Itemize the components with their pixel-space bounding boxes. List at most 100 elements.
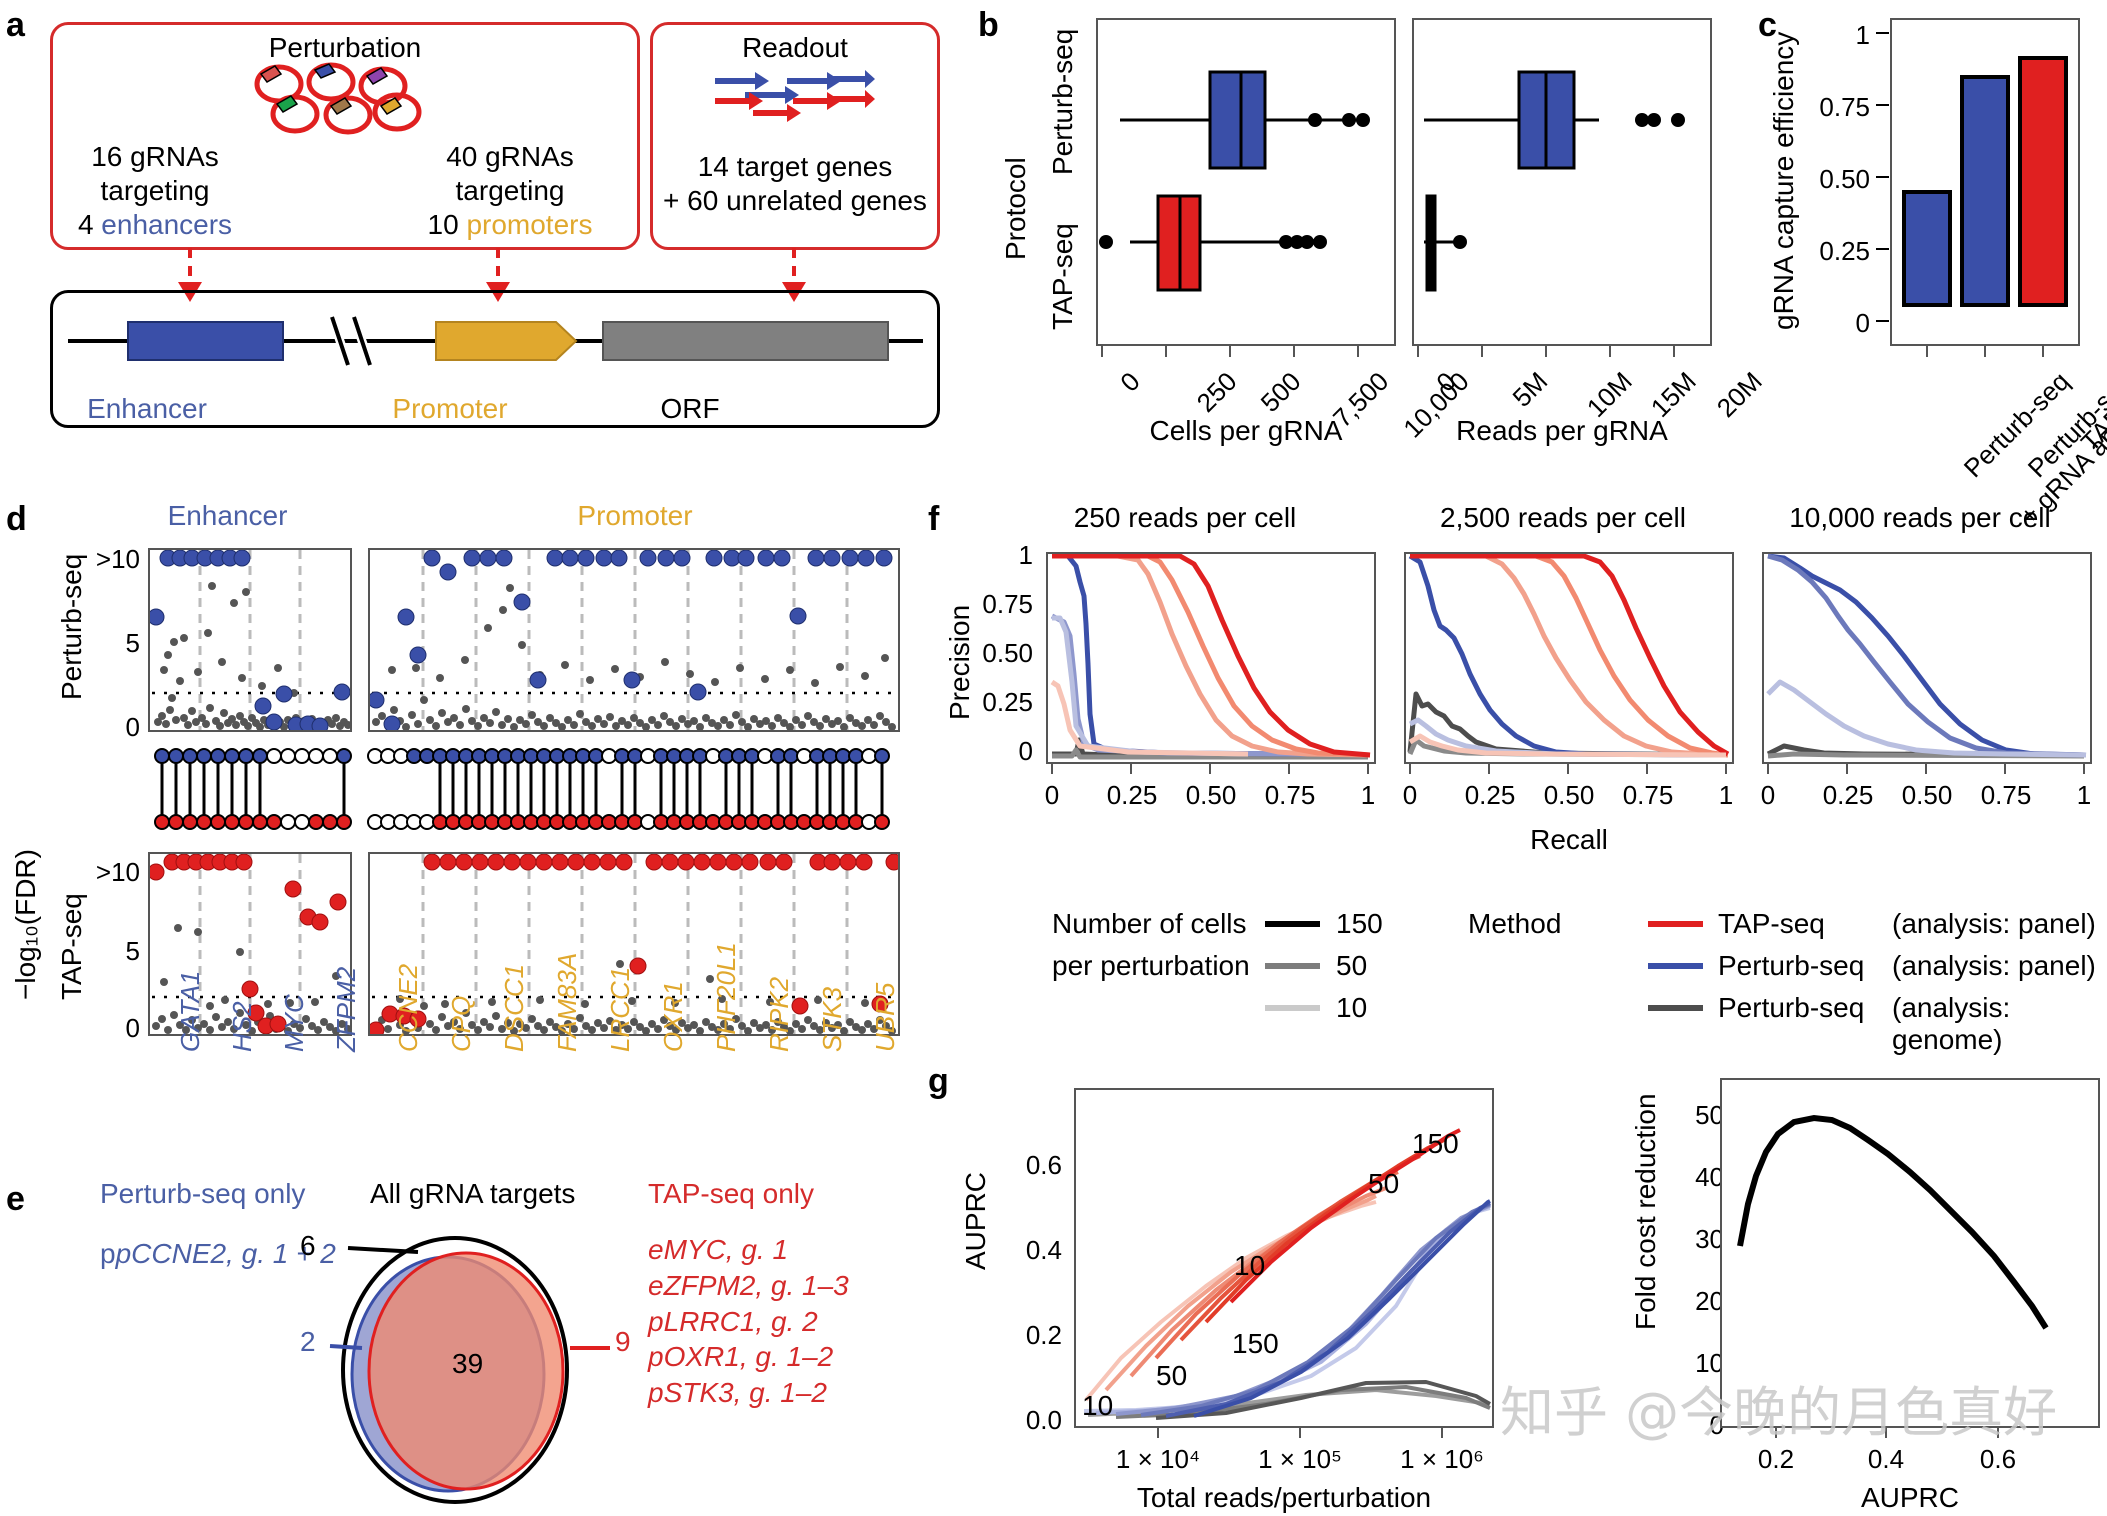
panel-g-left-ytick-04: 0.4 <box>1025 1235 1062 1265</box>
legend-method-name-2: Perturb-seq <box>1718 992 1865 1023</box>
panel-e-center-title: All gRNA targets <box>370 1178 576 1209</box>
locus-label-promoter: Promoter <box>392 393 508 424</box>
panel-g-left-ytick-00: 0.0 <box>1025 1405 1062 1435</box>
panel-g-left-ylabel: AUPRC <box>960 1171 991 1270</box>
right-word-promoters: promoters <box>466 209 593 241</box>
panel-d-gene-gata1: GATA1 <box>175 970 205 1052</box>
panel-d-row1-label: Perturb-seq <box>56 553 87 700</box>
legend-cells-title-line1: Number of cells <box>1052 908 1247 939</box>
panel-e-letter: e <box>6 1180 25 1218</box>
panel-d-ylabel: −log₁₀(FDR) <box>10 849 41 1000</box>
panel-d-gene-stk3: STK3 <box>817 986 847 1052</box>
panel-d-letter: d <box>6 500 27 538</box>
panel-d-gene-ubr5: UBR5 <box>870 982 900 1052</box>
locus-box <box>50 290 940 428</box>
panel-f-title-0: 250 reads per cell <box>1073 502 1297 533</box>
panel-f1-xtick-3: 0.75 <box>1622 780 1674 810</box>
panel-b-letter: b <box>978 6 999 44</box>
panel-f-plot-2 <box>1762 552 2092 764</box>
panel-f-letter: f <box>928 500 940 538</box>
panel-f-ytick-025: 0.25 <box>982 687 1033 717</box>
panel-g-right-plot <box>1720 1078 2100 1428</box>
readout-title: Readout <box>742 32 848 63</box>
panel-g-left-xtick-2: 1 × 10⁶ <box>1400 1444 1484 1474</box>
panel-b-ycat-perturb: Perturb-seq <box>1047 28 1078 175</box>
panel-f2-xtick-0: 0 <box>1760 780 1776 810</box>
perturbation-left-text: 16 gRNAs targeting 4 enhancers <box>60 140 250 242</box>
panel-f-ytick-075: 0.75 <box>982 589 1033 619</box>
panel-c-ytick-3: 0.75 <box>1819 92 1870 122</box>
left-word-enhancers: enhancers <box>101 209 233 241</box>
panel-b-left-plot <box>1096 18 1396 346</box>
panel-b-left-xlabel: Cells per gRNA <box>1149 415 1343 446</box>
panel-d-top-ytick-0: 0 <box>125 712 140 742</box>
panel-a-letter: a <box>6 6 25 44</box>
panel-g-left-plot <box>1074 1088 1494 1428</box>
legend-cells-label-1: 50 <box>1336 950 1368 981</box>
panel-b-right-xaxis <box>1417 346 1675 357</box>
panel-f2-xtick-1: 0.25 <box>1822 780 1874 810</box>
panel-e-right-item-1: eZFPM2, g. 1–3 <box>648 1269 849 1301</box>
legend-cells-swatches <box>1265 921 1320 1011</box>
panel-f0-xtick-3: 0.75 <box>1264 780 1316 810</box>
panel-g-right-xaxis <box>1775 1428 1999 1438</box>
panel-d-gene-ripk2: RIPK2 <box>764 976 794 1052</box>
panel-c-xaxis <box>1926 346 2044 357</box>
panel-e-left-title: Perturb-seq only <box>100 1178 306 1209</box>
panel-d-perturb-enhancer-plot <box>148 548 352 732</box>
panel-c-letter: c <box>1758 6 1777 44</box>
panel-b-right-tick-4: 20M <box>1710 366 1768 423</box>
panel-d-group-promoter: Promoter <box>577 500 693 531</box>
panel-g-right-xtick-1: 0.4 <box>1867 1444 1905 1474</box>
panel-d-row2-label: TAP-seq <box>56 893 87 1000</box>
panel-g-annot-blue-150: 150 <box>1232 1328 1279 1359</box>
panel-f-ytick-050: 0.50 <box>982 638 1033 668</box>
panel-c-ytick-1: 0.25 <box>1819 236 1870 266</box>
panel-d-gene-dscc1: DSCC1 <box>499 963 529 1052</box>
perturbation-right-text: 40 gRNAs targeting 10 promoters <box>400 140 620 242</box>
right-line1: 40 gRNAs <box>446 141 574 172</box>
panel-g-right-xtick-0: 0.2 <box>1757 1444 1795 1474</box>
legend-cells-label-0: 150 <box>1336 908 1383 939</box>
panel-b-ylabel: Protocol <box>1000 157 1031 260</box>
panel-e-right-item-0: eMYC, g. 1 <box>648 1234 789 1265</box>
panel-g-left-ytick-06: 0.6 <box>1025 1150 1062 1180</box>
legend-method-name-0: TAP-seq <box>1718 908 1825 939</box>
right-num: 10 <box>427 209 459 241</box>
reads-icon <box>715 70 875 122</box>
panel-f-ytick-1: 1 <box>1018 540 1033 570</box>
panel-d-bot-ytick-gt10: >10 <box>95 857 140 887</box>
panel-e-left-item-0: ppCCNE2, g. 1 + 2 <box>100 1238 336 1269</box>
locus-label-enhancer: Enhancer <box>87 393 207 424</box>
panel-b-left-tick-2: 500 <box>1254 366 1307 418</box>
panel-d-gene-zfpm2: ZFPM2 <box>331 966 361 1052</box>
panel-f-ytick-0: 0 <box>1018 736 1033 766</box>
readout-line2: + 60 unrelated genes <box>663 185 927 217</box>
venn-count-center: 39 <box>452 1348 484 1379</box>
venn-count-top: 6 <box>300 1230 316 1261</box>
panel-g-annot-red-150: 150 <box>1412 1128 1459 1159</box>
panel-d-gene-cpq: CPQ <box>446 995 476 1052</box>
panel-f1-xtick-4: 1 <box>1718 780 1734 810</box>
panel-d-gene-oxr1: OXR1 <box>658 981 688 1052</box>
panel-g-right-ytick-10: 10 <box>1695 1348 1724 1378</box>
panel-e-right-item-4: pSTK3, g. 1–2 <box>648 1377 828 1409</box>
panel-d-tap-enhancer-plot <box>148 852 352 1036</box>
panel-g-left-xtick-1: 1 × 10⁵ <box>1258 1444 1342 1474</box>
panel-f1-xtick-2: 0.50 <box>1543 780 1595 810</box>
left-num: 4 <box>77 209 94 241</box>
panel-c-plot <box>1890 18 2080 346</box>
locus-diagram <box>68 315 923 367</box>
venn-count-right: 9 <box>615 1326 631 1357</box>
panel-b-right-xlabel: Reads per gRNA <box>1456 415 1668 446</box>
panel-f-plot-0 <box>1046 552 1376 764</box>
panel-g-right-ytick-40: 40 <box>1695 1162 1724 1192</box>
panel-d-bot-ytick-0: 0 <box>125 1013 140 1043</box>
panel-d-top-ytick-5: 5 <box>125 628 140 658</box>
panel-f-xlabel: Recall <box>1530 824 1608 855</box>
panel-f0-xtick-1: 0.25 <box>1106 780 1158 810</box>
panel-f-xaxis-2 <box>1767 764 2085 774</box>
legend-method-swatches <box>1648 921 1703 1011</box>
panel-f1-xtick-1: 0.25 <box>1464 780 1516 810</box>
panel-f2-xtick-3: 0.75 <box>1980 780 2032 810</box>
